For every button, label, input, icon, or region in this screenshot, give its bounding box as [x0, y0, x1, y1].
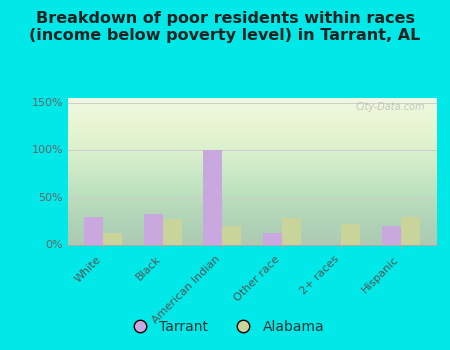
Bar: [282, 218, 301, 245]
Bar: [341, 224, 360, 245]
Bar: [203, 150, 222, 245]
Text: City-Data.com: City-Data.com: [356, 103, 425, 112]
Bar: [163, 219, 182, 245]
Bar: [401, 217, 420, 245]
Text: 50%: 50%: [38, 193, 63, 203]
Text: Breakdown of poor residents within races
(income below poverty level) in Tarrant: Breakdown of poor residents within races…: [29, 10, 421, 43]
Bar: [84, 217, 103, 245]
Bar: [222, 226, 241, 245]
Bar: [382, 226, 401, 245]
Text: 150%: 150%: [32, 98, 63, 108]
Legend: Tarrant, Alabama: Tarrant, Alabama: [121, 314, 329, 340]
Bar: [144, 214, 163, 245]
Text: 100%: 100%: [32, 145, 63, 155]
Bar: [263, 233, 282, 245]
Bar: [103, 233, 122, 245]
Text: 0%: 0%: [45, 240, 63, 250]
